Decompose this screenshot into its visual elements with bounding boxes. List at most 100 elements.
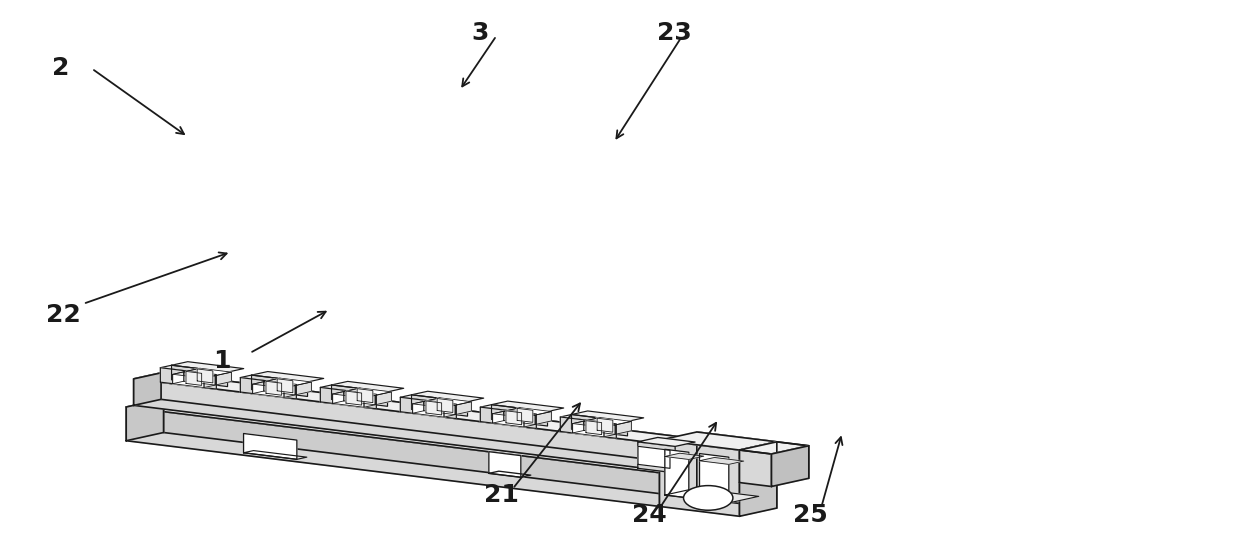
Polygon shape	[573, 421, 615, 427]
Polygon shape	[264, 378, 280, 391]
Polygon shape	[401, 395, 467, 404]
Polygon shape	[587, 421, 601, 435]
Polygon shape	[241, 378, 296, 399]
Polygon shape	[241, 375, 308, 384]
Polygon shape	[172, 372, 216, 378]
Polygon shape	[697, 432, 776, 508]
Polygon shape	[184, 368, 200, 381]
Polygon shape	[584, 421, 615, 434]
Polygon shape	[284, 385, 295, 398]
Polygon shape	[164, 399, 697, 498]
Polygon shape	[376, 392, 392, 405]
Polygon shape	[320, 388, 376, 409]
Polygon shape	[665, 453, 704, 460]
Polygon shape	[197, 369, 213, 383]
Text: 21: 21	[484, 483, 520, 508]
Polygon shape	[480, 407, 537, 429]
Polygon shape	[489, 471, 531, 477]
Polygon shape	[365, 395, 376, 407]
Polygon shape	[278, 379, 293, 393]
Text: 1: 1	[212, 349, 231, 373]
Polygon shape	[134, 379, 667, 471]
Polygon shape	[331, 382, 404, 392]
Polygon shape	[584, 418, 600, 430]
Polygon shape	[295, 382, 311, 395]
Polygon shape	[771, 446, 808, 487]
Polygon shape	[584, 418, 631, 425]
Polygon shape	[343, 388, 392, 395]
Polygon shape	[739, 450, 771, 487]
Polygon shape	[134, 373, 694, 445]
Polygon shape	[243, 434, 296, 460]
Polygon shape	[134, 373, 161, 405]
Polygon shape	[413, 401, 424, 413]
Polygon shape	[424, 398, 471, 405]
Polygon shape	[503, 411, 536, 425]
Polygon shape	[489, 452, 521, 477]
Polygon shape	[265, 381, 281, 395]
Polygon shape	[637, 442, 675, 473]
Polygon shape	[320, 385, 388, 394]
Polygon shape	[332, 392, 343, 403]
Polygon shape	[412, 391, 484, 401]
Polygon shape	[343, 388, 360, 401]
Text: 2: 2	[52, 56, 69, 81]
Polygon shape	[598, 418, 613, 432]
Polygon shape	[253, 382, 264, 394]
Polygon shape	[424, 398, 440, 411]
Polygon shape	[572, 415, 627, 436]
Polygon shape	[604, 425, 615, 437]
Text: 23: 23	[657, 21, 692, 45]
Polygon shape	[171, 365, 228, 387]
Polygon shape	[401, 397, 456, 419]
Polygon shape	[506, 411, 522, 425]
Polygon shape	[639, 446, 670, 468]
Polygon shape	[455, 401, 471, 415]
Polygon shape	[346, 391, 362, 405]
Polygon shape	[525, 415, 536, 427]
Polygon shape	[331, 385, 388, 406]
Polygon shape	[243, 451, 306, 460]
Polygon shape	[503, 408, 520, 421]
Polygon shape	[253, 382, 295, 388]
Polygon shape	[536, 411, 552, 425]
Polygon shape	[427, 401, 441, 415]
Text: 3: 3	[472, 21, 490, 45]
Polygon shape	[444, 405, 455, 417]
Polygon shape	[491, 405, 548, 426]
Polygon shape	[332, 394, 365, 407]
Polygon shape	[413, 401, 455, 408]
Polygon shape	[172, 374, 205, 388]
Polygon shape	[413, 404, 444, 417]
Polygon shape	[253, 384, 284, 398]
Polygon shape	[480, 405, 548, 414]
Polygon shape	[160, 368, 216, 389]
Polygon shape	[615, 421, 631, 434]
Polygon shape	[776, 442, 808, 478]
Polygon shape	[573, 424, 604, 437]
Polygon shape	[560, 417, 616, 439]
Polygon shape	[503, 408, 552, 415]
Polygon shape	[699, 453, 729, 503]
Polygon shape	[492, 411, 503, 423]
Polygon shape	[637, 437, 696, 446]
Polygon shape	[660, 440, 739, 517]
Text: 25: 25	[792, 503, 827, 526]
Polygon shape	[172, 372, 184, 384]
Polygon shape	[264, 378, 311, 385]
Polygon shape	[438, 399, 453, 413]
Polygon shape	[739, 442, 776, 517]
Polygon shape	[357, 389, 373, 403]
Polygon shape	[205, 375, 216, 388]
Polygon shape	[560, 415, 627, 424]
Polygon shape	[126, 399, 697, 473]
Polygon shape	[264, 382, 295, 395]
Polygon shape	[186, 372, 202, 385]
Polygon shape	[699, 457, 744, 465]
Polygon shape	[573, 421, 584, 433]
Polygon shape	[517, 408, 533, 422]
Polygon shape	[492, 414, 525, 427]
Polygon shape	[424, 401, 455, 415]
Text: 22: 22	[46, 303, 81, 327]
Polygon shape	[412, 395, 467, 416]
